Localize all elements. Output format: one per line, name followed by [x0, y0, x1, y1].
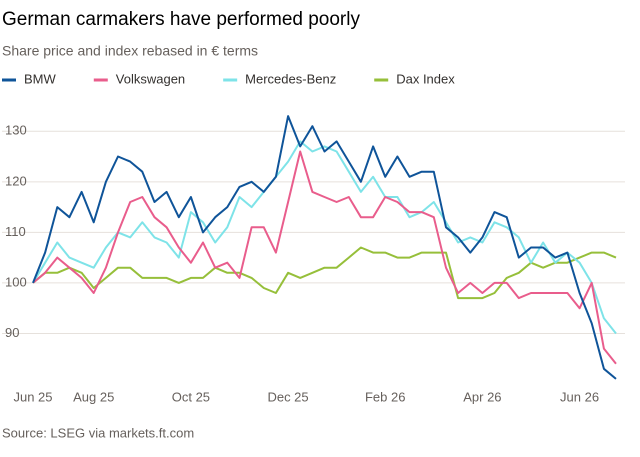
legend-label: Volkswagen: [116, 71, 185, 86]
series-line: [32, 150, 617, 365]
chart-subtitle: Share price and index rebased in € terms: [2, 43, 258, 59]
x-tick-label: Oct 25: [172, 389, 210, 404]
y-tick-label: 100: [5, 274, 27, 289]
x-tick-label: Aug 25: [73, 389, 114, 404]
y-tick-label: 110: [5, 224, 26, 239]
x-tick-label: Feb 26: [365, 389, 405, 404]
legend-label: Mercedes-Benz: [245, 71, 336, 86]
y-tick-label: 130: [5, 123, 27, 138]
series-line: [32, 246, 617, 300]
y-tick-label: 90: [5, 325, 19, 340]
y-tick-label: 120: [5, 173, 27, 188]
legend-label: Dax Index: [396, 71, 455, 86]
legend-label: BMW: [24, 71, 57, 86]
x-tick-label: Apr 26: [463, 389, 501, 404]
x-tick-label: Dec 25: [267, 389, 308, 404]
series-line: [32, 140, 617, 335]
series-line: [32, 115, 617, 380]
x-tick-label: Jun 25: [13, 389, 52, 404]
chart-title: German carmakers have performed poorly: [2, 9, 360, 30]
source: Source: LSEG via markets.ft.com: [2, 425, 194, 440]
x-tick-label: Jun 26: [560, 389, 599, 404]
